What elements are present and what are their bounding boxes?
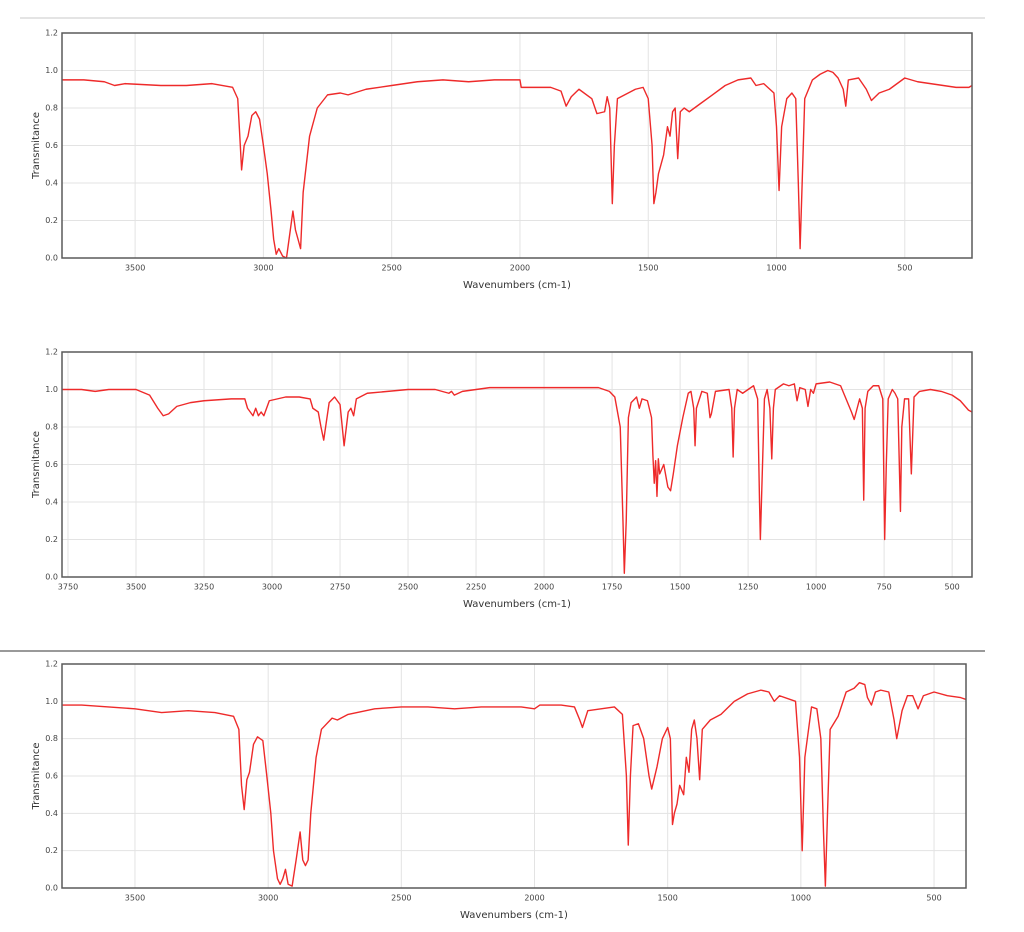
y-tick-label: 1.2 xyxy=(45,29,58,38)
y-tick-label: 0.4 xyxy=(45,809,58,818)
x-tick-label: 1000 xyxy=(791,894,811,903)
x-tick-label: 2000 xyxy=(510,264,530,273)
x-axis-label: Wavenumbers (cm-1) xyxy=(463,599,571,610)
y-tick-label: 1.0 xyxy=(45,385,58,394)
x-tick-label: 3500 xyxy=(125,894,145,903)
y-tick-label: 0.6 xyxy=(45,460,58,469)
x-tick-label: 3500 xyxy=(126,583,146,592)
plot-frame xyxy=(61,663,967,889)
y-axis-label: Transmitance xyxy=(31,112,42,180)
x-tick-label: 2500 xyxy=(398,583,418,592)
x-tick-label: 1750 xyxy=(602,583,622,592)
x-tick-label: 2750 xyxy=(330,583,350,592)
y-tick-label: 0.2 xyxy=(45,846,58,855)
x-tick-label: 750 xyxy=(876,583,891,592)
y-tick-label: 0.2 xyxy=(45,216,58,225)
x-tick-label: 3000 xyxy=(258,894,278,903)
x-tick-label: 1500 xyxy=(658,894,678,903)
y-tick-label: 0.4 xyxy=(45,498,58,507)
spectrum-line xyxy=(62,681,967,887)
x-tick-label: 3000 xyxy=(262,583,282,592)
y-tick-label: 0.6 xyxy=(45,141,58,150)
y-tick-label: 0.8 xyxy=(45,423,58,432)
x-tick-label: 2000 xyxy=(524,894,544,903)
x-axis-label: Wavenumbers (cm-1) xyxy=(463,280,571,291)
x-tick-label: 3250 xyxy=(194,583,214,592)
x-tick-label: 2000 xyxy=(534,583,554,592)
x-tick-label: 1000 xyxy=(806,583,826,592)
x-tick-label: 2250 xyxy=(466,583,486,592)
y-tick-label: 0.8 xyxy=(45,734,58,743)
y-tick-label: 0.4 xyxy=(45,179,58,188)
x-tick-label: 1500 xyxy=(670,583,690,592)
y-tick-label: 0.0 xyxy=(45,573,58,582)
y-tick-label: 1.2 xyxy=(45,660,58,669)
x-tick-label: 3000 xyxy=(253,264,273,273)
x-tick-label: 1500 xyxy=(638,264,658,273)
x-tick-label: 3750 xyxy=(58,583,78,592)
x-tick-label: 1250 xyxy=(738,583,758,592)
x-tick-label: 500 xyxy=(926,894,941,903)
y-tick-label: 0.0 xyxy=(45,254,58,263)
x-tick-label: 1000 xyxy=(766,264,786,273)
y-tick-label: 0.8 xyxy=(45,104,58,113)
x-axis-label: Wavenumbers (cm-1) xyxy=(460,910,568,921)
y-tick-label: 1.2 xyxy=(45,348,58,357)
y-axis-label: Transmitance xyxy=(31,431,42,499)
y-tick-label: 0.0 xyxy=(45,884,58,893)
plot-frame xyxy=(61,32,973,259)
x-tick-label: 500 xyxy=(944,583,959,592)
y-axis-label: Transmitance xyxy=(31,743,42,811)
y-tick-label: 0.2 xyxy=(45,535,58,544)
plot-frame xyxy=(61,351,973,578)
spectrum-line xyxy=(62,69,973,259)
y-tick-label: 1.0 xyxy=(45,697,58,706)
x-tick-label: 2500 xyxy=(381,264,401,273)
x-tick-label: 500 xyxy=(897,264,912,273)
x-tick-label: 3500 xyxy=(125,264,145,273)
y-tick-label: 1.0 xyxy=(45,66,58,75)
x-tick-label: 2500 xyxy=(391,894,411,903)
spectrum-line xyxy=(62,381,973,574)
y-tick-label: 0.6 xyxy=(45,772,58,781)
